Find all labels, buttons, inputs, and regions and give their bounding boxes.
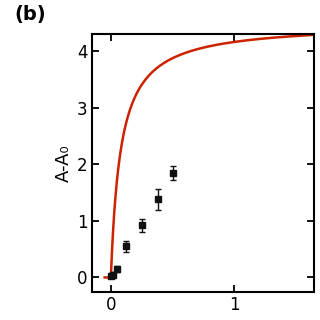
Text: (b): (b) [15, 5, 46, 24]
Y-axis label: A-A₀: A-A₀ [55, 144, 73, 182]
